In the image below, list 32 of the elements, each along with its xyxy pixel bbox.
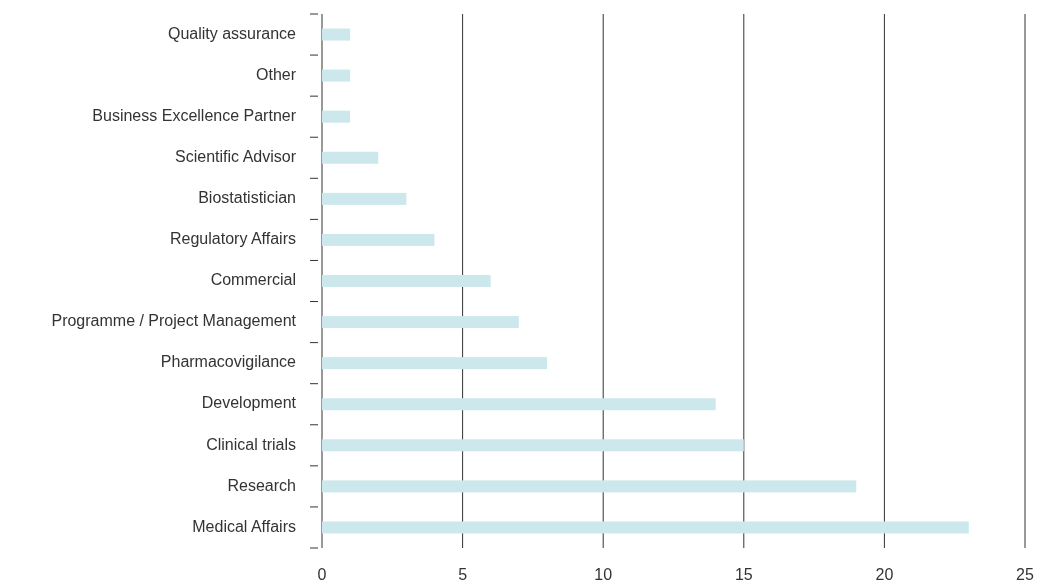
y-tick-label: Clinical trials	[206, 435, 296, 453]
bar	[322, 28, 351, 41]
bar	[322, 521, 969, 534]
y-tick-label: Pharmacovigilance	[160, 353, 297, 371]
y-tick-label: Other	[255, 65, 297, 83]
x-tick-label: 25	[1016, 566, 1034, 583]
y-tick-label: Programme / Project Management	[51, 312, 297, 330]
bar	[322, 69, 351, 82]
bar	[322, 233, 435, 246]
bar	[322, 151, 379, 164]
bar	[322, 439, 744, 452]
bar	[322, 275, 491, 287]
y-tick-label: Scientific Advisor	[175, 147, 297, 165]
x-tick-label: 5	[458, 566, 468, 583]
y-tick-label: Commercial	[210, 271, 296, 289]
x-tick-label: 0	[317, 566, 327, 583]
bar	[322, 357, 547, 370]
bar	[322, 480, 857, 493]
y-tick-label: Quality assurance	[167, 24, 297, 42]
y-tick-label: Business Excellence Partner	[92, 106, 297, 124]
y-tick-label: Development	[201, 394, 297, 412]
x-tick-label: 15	[734, 566, 753, 583]
x-tick-label: 20	[875, 566, 894, 583]
y-tick-label: Research	[227, 476, 296, 494]
bar	[322, 316, 519, 329]
y-tick-label: Biostatistician	[198, 189, 296, 207]
y-tick-label: Medical Affairs	[192, 517, 296, 535]
bar	[322, 398, 716, 411]
x-tick-label: 10	[594, 566, 613, 583]
bar	[322, 110, 351, 123]
y-tick-label: Regulatory Affairs	[170, 230, 296, 248]
bar	[322, 192, 407, 205]
